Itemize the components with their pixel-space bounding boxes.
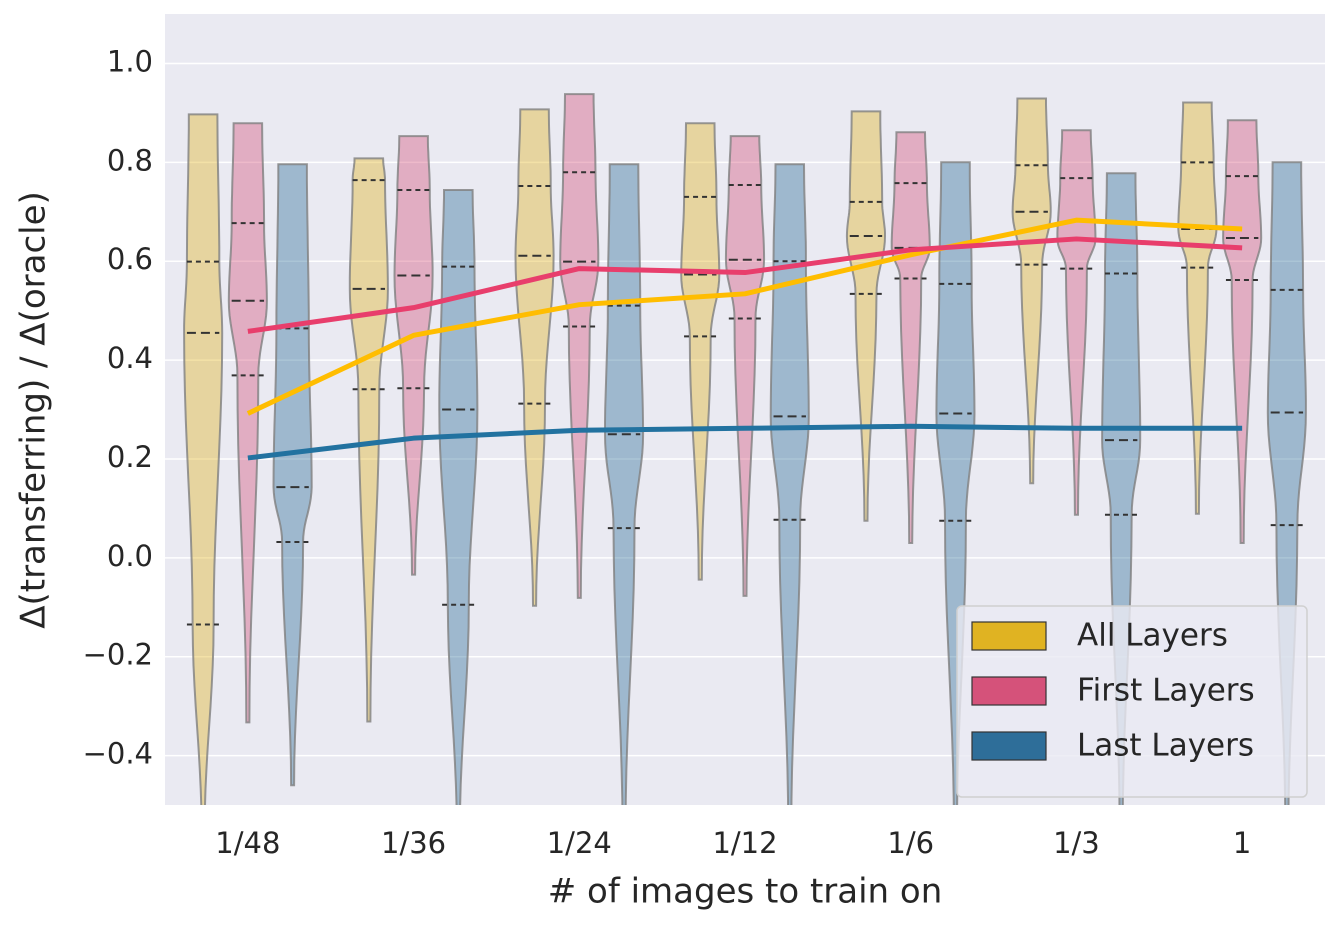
violin [845, 110, 886, 522]
legend-swatch [971, 676, 1047, 706]
violin [272, 163, 313, 787]
violin [935, 161, 976, 805]
violin [183, 113, 224, 805]
legend-label: First Layers [1077, 673, 1255, 709]
violin [1177, 101, 1218, 515]
x-tick-label: 1/3 [1053, 826, 1100, 860]
violin [393, 135, 434, 576]
mean-line [247, 236, 1243, 334]
x-tick-label: 1/36 [381, 826, 446, 860]
legend-label: Last Layers [1077, 728, 1254, 764]
x-tick-label: 1/6 [887, 826, 934, 860]
violin [559, 93, 600, 599]
y-tick-label: 0.4 [107, 341, 153, 375]
mean-line [246, 217, 1243, 416]
y-tick-label: 0.0 [107, 539, 153, 573]
legend-swatch [971, 731, 1047, 761]
violin [680, 122, 721, 581]
y-tick-label: −0.2 [83, 638, 153, 672]
y-tick-label: 0.8 [107, 143, 153, 177]
violin [438, 189, 479, 805]
y-tick-label: 1.0 [107, 44, 153, 78]
y-axis-label: Δ(transferring) / Δ(oracle) [14, 191, 54, 629]
violin [1011, 97, 1052, 485]
y-tick-label: 0.2 [107, 440, 153, 474]
x-axis-label: # of images to train on [548, 872, 943, 912]
x-tick-label: 1/24 [547, 826, 612, 860]
x-tick-label: 1/48 [215, 826, 280, 860]
legend-swatch [971, 621, 1047, 651]
violin [348, 157, 389, 723]
violin [1056, 129, 1097, 516]
x-tick-label: 1 [1233, 826, 1251, 860]
violin [1101, 172, 1142, 805]
violin [769, 163, 810, 805]
violin [514, 108, 555, 607]
x-tick-label: 1/12 [712, 826, 777, 860]
violin [604, 163, 645, 805]
violin [1222, 119, 1263, 544]
legend: All Layers First Layers Last Layers [956, 605, 1308, 798]
y-tick-label: 0.6 [107, 242, 153, 276]
y-tick-label: −0.4 [83, 737, 153, 771]
mean-lines [246, 217, 1243, 461]
mean-line [247, 423, 1243, 461]
violin [890, 131, 931, 544]
violin [1266, 161, 1307, 805]
violin [227, 122, 268, 724]
axes: −0.4 −0.2 0.0 0.2 0.4 0.6 0.8 1.0 1/48 1/36 1/24 1/… [83, 44, 1252, 860]
violins [183, 93, 1307, 805]
legend-label: All Layers [1077, 618, 1228, 654]
